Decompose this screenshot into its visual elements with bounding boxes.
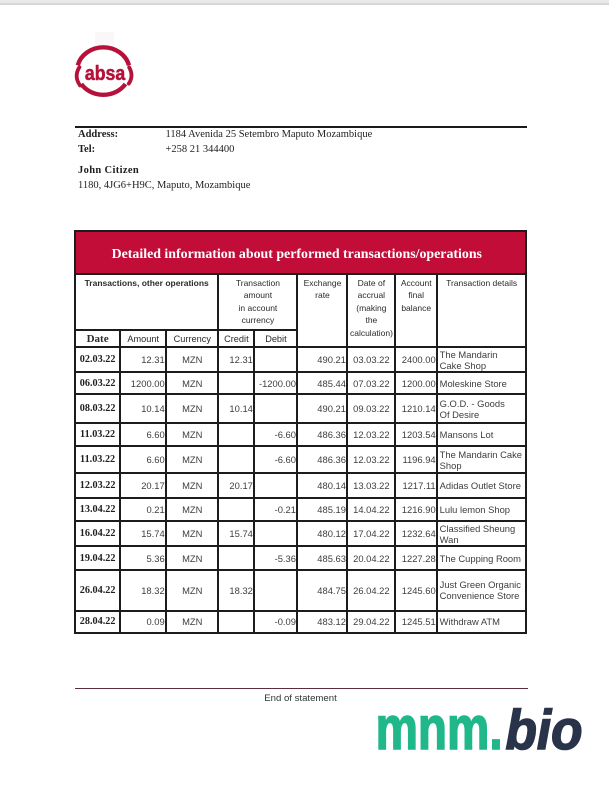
svg-text:mnm.: mnm. [376,700,503,760]
svg-text:absa: absa [85,62,126,85]
svg-text:bio: bio [506,700,583,760]
